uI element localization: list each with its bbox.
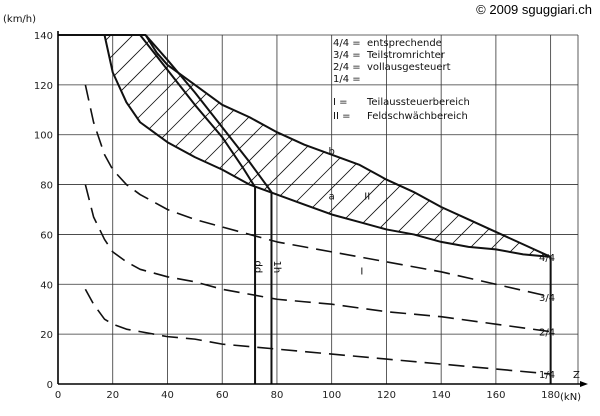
x-tick-label-7: 140 — [432, 390, 451, 401]
y-tick-label-4: 80 — [40, 181, 53, 192]
series-line-6 — [84, 184, 551, 333]
hatch-line — [209, 35, 551, 257]
x-tick-label-5: 100 — [322, 390, 341, 401]
x-tick-label-6: 120 — [377, 390, 396, 401]
legend-text-2: vollausgesteuert — [367, 62, 451, 73]
x-tick-label-8: 160 — [486, 390, 505, 401]
copyright-text: © 2009 sguggiari.ch — [476, 2, 592, 17]
legend-text-0: entsprechende — [367, 38, 442, 49]
curves — [58, 34, 552, 384]
x-tick-label-0: 0 — [55, 390, 61, 401]
legend-key-3: 1/4 = — [333, 74, 361, 85]
series-line-7 — [84, 288, 551, 375]
y-unit-label: (km/h) — [3, 14, 36, 25]
series-line-5 — [84, 84, 551, 298]
legend: 4/4 = entsprechende 3/4 = Teilstromrichter 2… — [333, 38, 470, 122]
x-tick-label-3: 60 — [216, 390, 229, 401]
curve-label-0: 4/4 — [539, 253, 555, 264]
axes — [57, 31, 588, 387]
region-label-0: b — [329, 147, 335, 158]
hatch-line — [58, 35, 191, 257]
tick-labels: 0 20 40 60 80 100 120 140 160 180 0 20 40 60 80 100 120 1… — [34, 31, 560, 401]
legend-text-1: Teilstromrichter — [366, 50, 446, 61]
region-label-2: II — [364, 192, 370, 203]
x-tick-label-4: 80 — [271, 390, 284, 401]
legend-text-5: Feldschwächbereich — [367, 111, 468, 122]
x-axis-label: Z — [573, 370, 580, 381]
series-line-2 — [96, 34, 257, 384]
x-tick-label-2: 40 — [161, 390, 174, 401]
x-tick-label-9: 180 — [541, 390, 560, 401]
legend-key-1: 3/4 = — [333, 50, 361, 61]
legend-key-2: 2/4 = — [333, 62, 361, 73]
hatch-line — [58, 35, 235, 257]
x-tick-label-1: 20 — [106, 390, 119, 401]
series-line-0 — [58, 34, 552, 258]
y-tick-label-7: 140 — [34, 31, 53, 42]
x-unit-label: (kN) — [560, 392, 581, 403]
y-tick-label-1: 20 — [40, 330, 53, 341]
hatch-line — [58, 35, 213, 257]
legend-key-4: I = — [333, 97, 348, 108]
y-tick-label-0: 0 — [47, 380, 53, 391]
curve-label-2: 2/4 — [539, 328, 555, 339]
curve-label-1: 3/4 — [539, 293, 555, 304]
region-label-5: 1h — [271, 260, 282, 273]
y-tick-label-3: 60 — [40, 230, 53, 241]
y-tick-label-2: 40 — [40, 280, 53, 291]
region-label-1: a — [329, 192, 335, 203]
y-tick-label-6: 120 — [34, 81, 53, 92]
legend-text-4: Teilaussteuerbereich — [366, 97, 470, 108]
curve-label-3: 1/4 — [539, 370, 555, 381]
legend-key-0: 4/4 = — [333, 38, 361, 49]
hatch-line — [231, 35, 551, 257]
x-axis-arrow — [580, 381, 588, 387]
region-label-3: I — [360, 266, 363, 277]
series-line-1 — [103, 34, 551, 258]
region-label-4: dd — [252, 260, 263, 273]
legend-key-5: II = — [333, 111, 350, 122]
series-line-3 — [144, 34, 273, 384]
y-tick-label-5: 100 — [34, 131, 53, 142]
